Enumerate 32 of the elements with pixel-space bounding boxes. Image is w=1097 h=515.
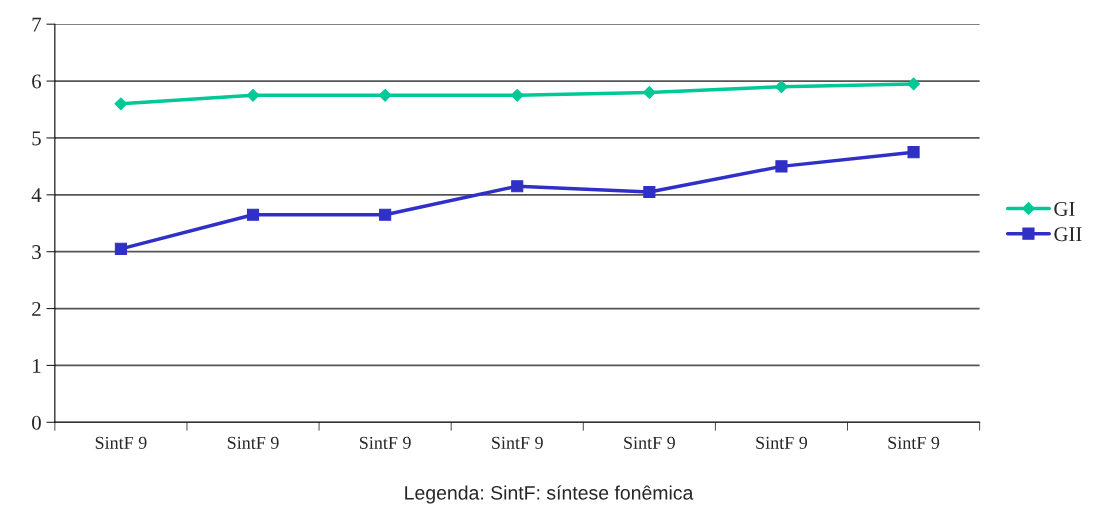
x-tick-label: SintF 9 — [492, 436, 543, 449]
y-tick-label: 2 — [32, 301, 41, 316]
point — [907, 146, 920, 159]
point — [114, 242, 127, 255]
point — [775, 80, 788, 94]
legend-label: GI — [1054, 201, 1075, 216]
point — [643, 185, 656, 199]
y-tick-label: 1 — [33, 358, 41, 373]
point — [379, 208, 392, 221]
point — [907, 77, 920, 91]
y-tick-label: 6 — [32, 74, 42, 89]
x-tick-label: SintF 9 — [756, 436, 808, 449]
text: Legenda: SintF: síntese fonêmica — [405, 485, 694, 504]
point — [246, 208, 260, 221]
point — [775, 160, 788, 173]
x-tick-label: SintF 9 — [888, 436, 940, 449]
point — [246, 88, 260, 102]
y-tick-label: 3 — [32, 245, 41, 260]
point — [114, 97, 128, 111]
point — [642, 86, 656, 99]
x-tick-label: SintF 9 — [227, 436, 279, 449]
point — [511, 180, 524, 193]
y-tick-label: 0 — [32, 415, 41, 430]
y-tick-label: 5 — [32, 131, 41, 146]
x-tick-label: SintF 9 — [624, 436, 675, 449]
point — [378, 88, 392, 102]
x-tick-label: SintF 9 — [95, 436, 147, 449]
point — [510, 88, 524, 102]
x-tick-label: SintF 9 — [359, 436, 411, 449]
y-tick-label: 7 — [32, 17, 42, 32]
legend-label: GII — [1054, 227, 1082, 242]
y-tick-label: 4 — [31, 188, 42, 203]
